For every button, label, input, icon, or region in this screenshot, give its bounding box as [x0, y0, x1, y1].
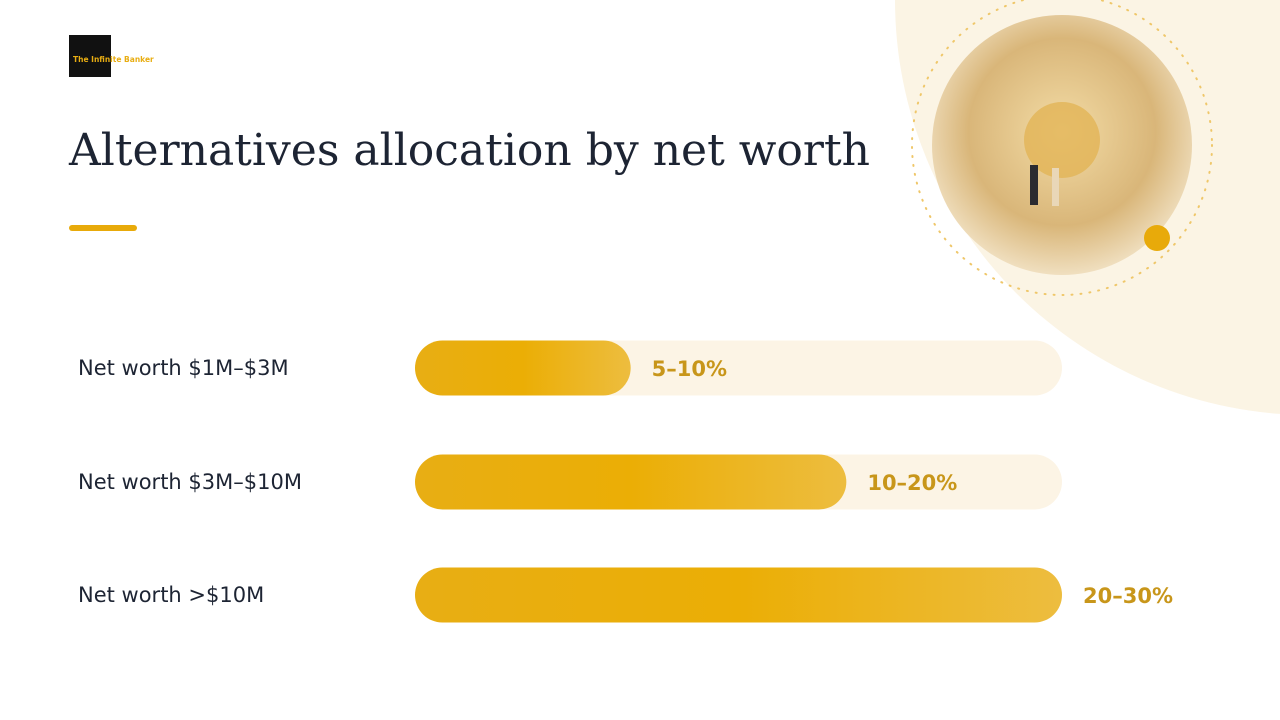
logo-box: [69, 35, 111, 77]
value-label: 20–30%: [1083, 584, 1173, 608]
chart-title: Alternatives allocation by net worth: [68, 125, 870, 176]
bar: [415, 340, 631, 396]
bar: [415, 567, 1062, 623]
dotted-ring: [911, 0, 1213, 296]
value-label: 10–20%: [867, 471, 957, 495]
globe: [1024, 102, 1100, 178]
figure: [1030, 165, 1038, 205]
category-label: Net worth $1M–$3M: [78, 356, 289, 380]
accent-dot: [1144, 225, 1170, 251]
figure: [1052, 168, 1059, 206]
category-label: Net worth >$10M: [78, 583, 264, 607]
bar: [415, 454, 847, 510]
title-underline: [69, 225, 137, 231]
logo-text: The Infinite Banker: [73, 55, 154, 64]
value-label: 5–10%: [652, 357, 727, 381]
category-label: Net worth $3M–$10M: [78, 470, 302, 494]
